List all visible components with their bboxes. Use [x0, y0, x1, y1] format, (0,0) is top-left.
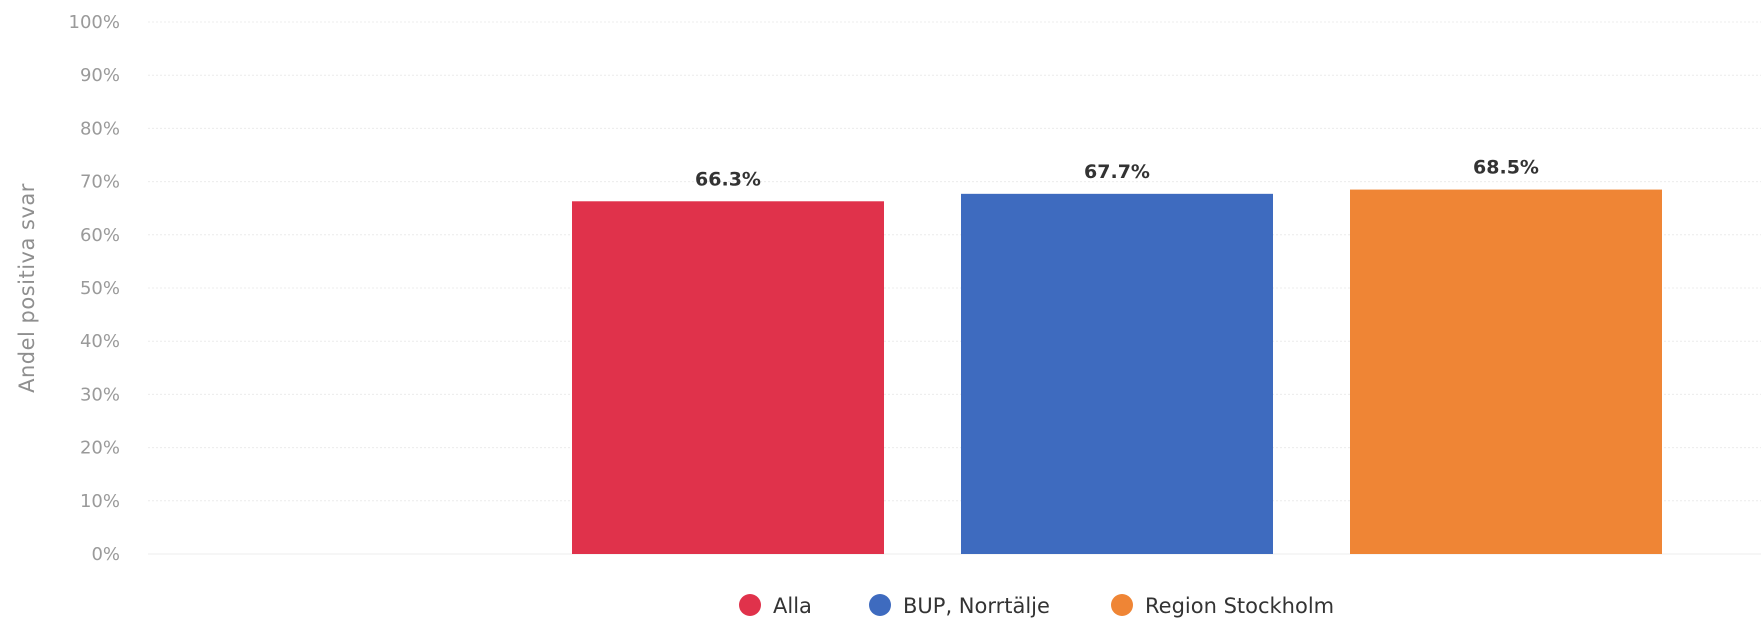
- bars: [572, 189, 1662, 554]
- bar-data-label: 67.7%: [1084, 161, 1150, 183]
- y-tick-label: 80%: [80, 118, 120, 139]
- y-axis-ticks: 0% 10% 20% 30% 40% 50% 60% 70% 80% 90% 100%: [69, 12, 120, 565]
- y-tick-label: 60%: [80, 225, 120, 246]
- bar[interactable]: [1350, 189, 1662, 554]
- legend-marker: [869, 594, 891, 616]
- y-tick-label: 70%: [80, 172, 120, 193]
- y-tick-label: 30%: [80, 384, 120, 405]
- legend-marker: [1111, 594, 1133, 616]
- bar[interactable]: [961, 193, 1273, 554]
- y-axis-label: Andel positiva svar: [15, 183, 39, 393]
- y-tick-label: 40%: [80, 331, 120, 352]
- legend-label: BUP, Norrtälje: [903, 594, 1050, 618]
- bar[interactable]: [572, 201, 884, 554]
- y-tick-label: 100%: [69, 12, 120, 33]
- legend[interactable]: Alla BUP, Norrtälje Region Stockholm: [739, 594, 1334, 618]
- y-tick-label: 50%: [80, 278, 120, 299]
- legend-marker: [739, 594, 761, 616]
- bar-data-label: 66.3%: [695, 168, 761, 190]
- y-tick-label: 10%: [80, 491, 120, 512]
- bar-data-label: 68.5%: [1473, 157, 1539, 179]
- y-tick-label: 90%: [80, 65, 120, 86]
- legend-item[interactable]: Alla: [739, 594, 812, 618]
- data-labels: 66.3% 67.7% 68.5%: [695, 157, 1539, 191]
- legend-label: Region Stockholm: [1145, 594, 1334, 618]
- legend-label: Alla: [773, 594, 812, 618]
- y-tick-label: 20%: [80, 438, 120, 459]
- y-tick-label: 0%: [91, 544, 120, 565]
- legend-item[interactable]: BUP, Norrtälje: [869, 594, 1050, 618]
- legend-item[interactable]: Region Stockholm: [1111, 594, 1334, 618]
